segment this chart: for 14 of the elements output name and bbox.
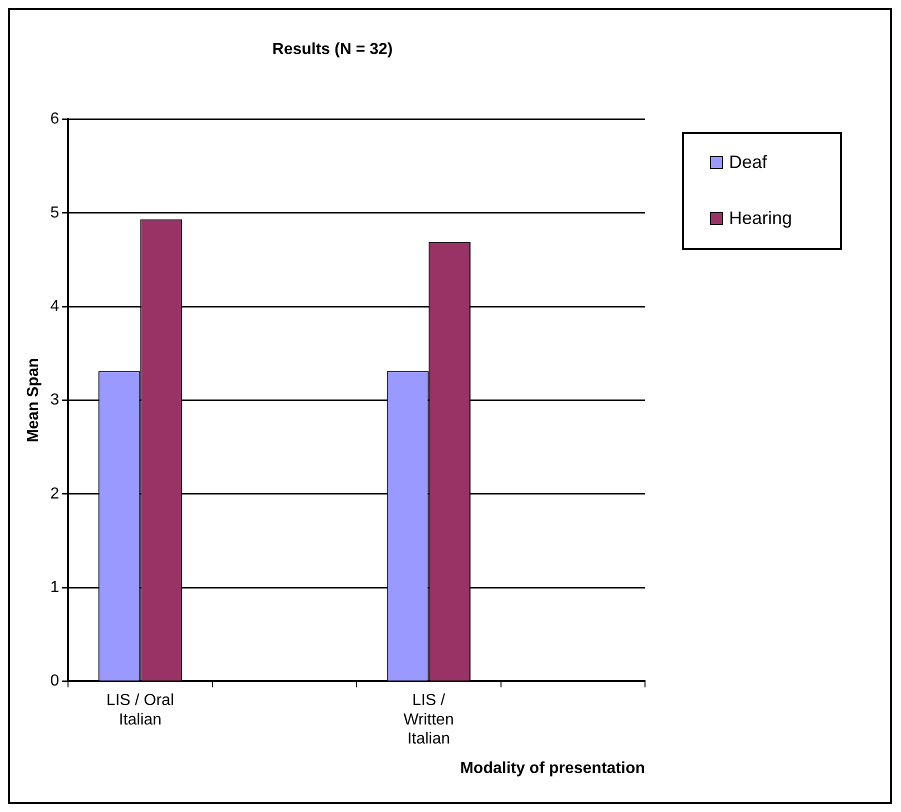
legend-label: Deaf [729, 152, 768, 172]
y-tick-label: 1 [50, 578, 60, 596]
y-tick-label: 3 [50, 392, 60, 409]
y-axis-title: Mean Span [25, 358, 42, 442]
x-tick-label: LIS / Written Italian [403, 692, 454, 748]
x-tick-label: LIS / Oral Italian [106, 692, 174, 728]
y-tick-label: 6 [50, 110, 60, 128]
x-axis-title: Modality of presentation [460, 760, 645, 777]
chart-title: Results (N = 32) [272, 41, 393, 58]
y-tick-label: 4 [50, 298, 60, 315]
legend-label: Hearing [729, 208, 792, 228]
y-tick-label: 5 [50, 204, 60, 222]
y-tick-label: 2 [50, 485, 60, 502]
y-tick-label: 0 [50, 672, 60, 690]
